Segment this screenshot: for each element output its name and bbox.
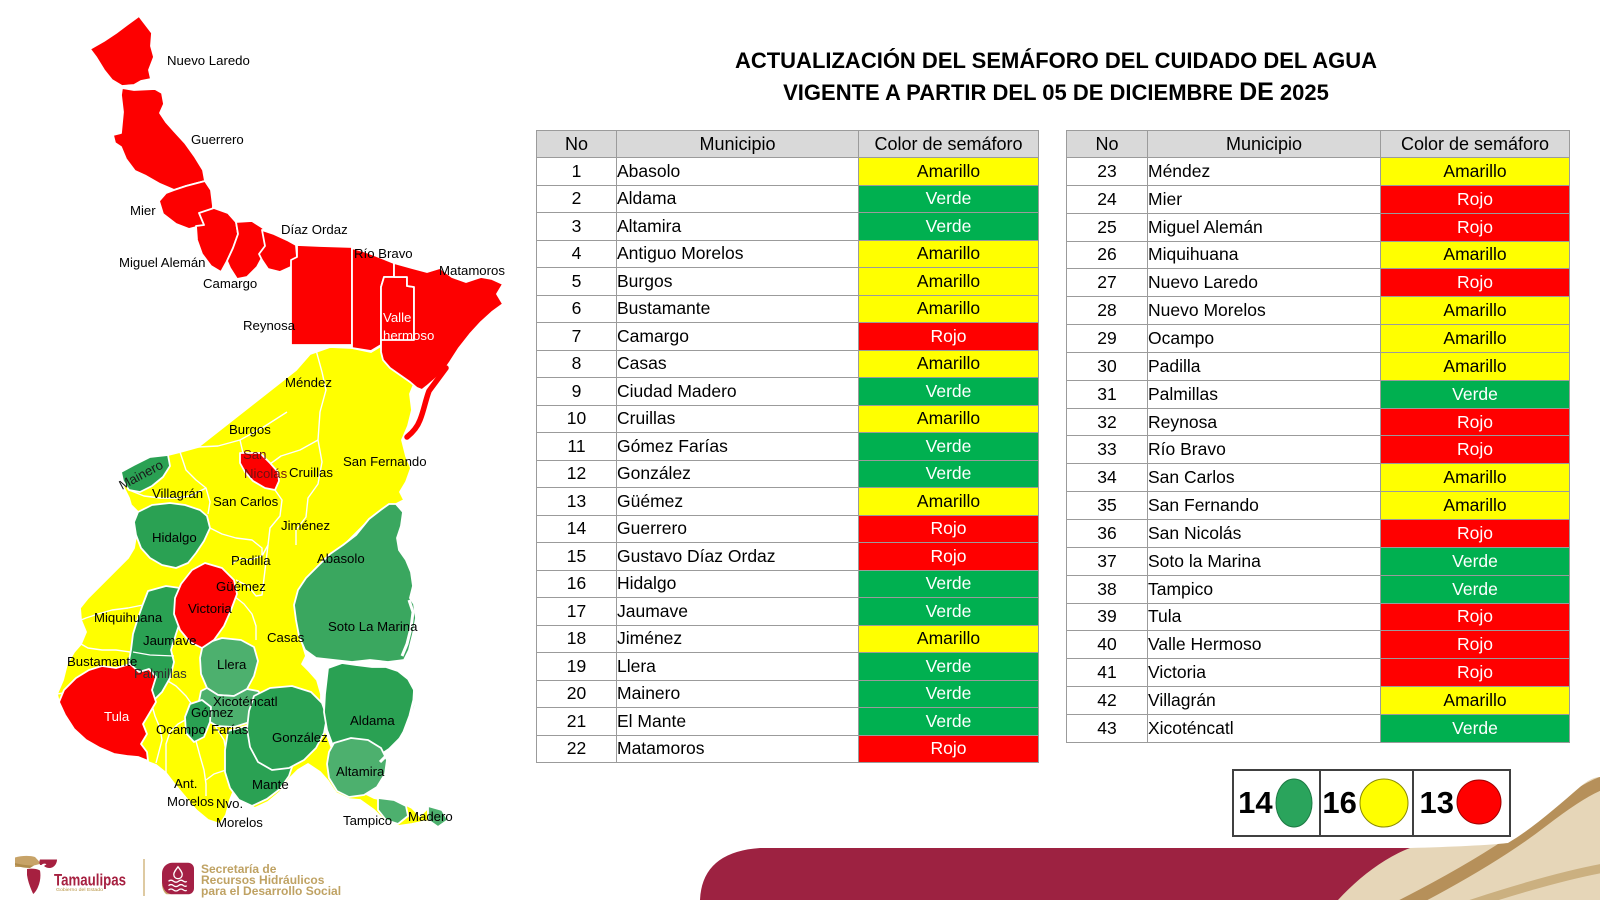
svg-text:Bustamante: Bustamante: [67, 654, 137, 669]
svg-text:Nicolás: Nicolás: [244, 466, 288, 481]
svg-text:Tamaulipas: Tamaulipas: [54, 871, 126, 890]
svg-text:Reynosa: Reynosa: [243, 318, 296, 333]
svg-text:Río Bravo: Río Bravo: [354, 246, 413, 261]
svg-text:Burgos: Burgos: [229, 422, 271, 437]
svg-text:Hidalgo: Hidalgo: [152, 530, 197, 545]
svg-text:Tula: Tula: [104, 709, 130, 724]
svg-text:Ant.: Ant.: [174, 776, 197, 791]
svg-text:Nvo.: Nvo.: [216, 796, 243, 811]
svg-text:Güémez: Güémez: [216, 579, 266, 594]
svg-text:Palmillas: Palmillas: [134, 666, 187, 681]
svg-text:Jiménez: Jiménez: [281, 518, 330, 533]
svg-text:Victoria: Victoria: [188, 601, 232, 616]
svg-text:Miguel Alemán: Miguel Alemán: [119, 255, 206, 270]
svg-text:Guerrero: Guerrero: [191, 132, 244, 147]
svg-text:Miquihuana: Miquihuana: [94, 610, 163, 625]
svg-text:Casas: Casas: [267, 630, 305, 645]
svg-text:hermoso: hermoso: [383, 328, 434, 343]
svg-text:San: San: [243, 447, 266, 462]
svg-text:Nuevo Laredo: Nuevo Laredo: [167, 53, 250, 68]
svg-text:Villagrán: Villagrán: [152, 486, 203, 501]
svg-text:Padilla: Padilla: [231, 553, 271, 568]
svg-text:Ocampo: Ocampo: [156, 722, 206, 737]
svg-text:Méndez: Méndez: [285, 375, 332, 390]
svg-text:San Fernando: San Fernando: [343, 454, 427, 469]
svg-text:Camargo: Camargo: [203, 276, 257, 291]
svg-text:Altamira: Altamira: [336, 764, 385, 779]
svg-text:Mante: Mante: [252, 777, 289, 792]
svg-text:Mier: Mier: [130, 203, 156, 218]
svg-text:Llera: Llera: [217, 657, 247, 672]
svg-text:Madero: Madero: [408, 809, 453, 824]
svg-text:Gómez: Gómez: [191, 705, 234, 720]
svg-text:Tampico: Tampico: [343, 813, 392, 828]
svg-text:Morelos: Morelos: [167, 794, 214, 809]
svg-text:Matamoros: Matamoros: [439, 263, 505, 278]
svg-text:Xicoténcatl: Xicoténcatl: [213, 694, 278, 709]
svg-text:Cruillas: Cruillas: [289, 465, 333, 480]
svg-text:González: González: [272, 730, 328, 745]
svg-text:San Carlos: San Carlos: [213, 494, 279, 509]
svg-text:Gobierno del Estado: Gobierno del Estado: [56, 887, 104, 892]
svg-text:Díaz Ordaz: Díaz Ordaz: [281, 222, 348, 237]
svg-text:Morelos: Morelos: [216, 815, 263, 830]
svg-text:para el Desarrollo Social: para el Desarrollo Social: [201, 884, 341, 898]
svg-text:Valle: Valle: [383, 310, 411, 325]
svg-text:Recursos Hidráulicos: Recursos Hidráulicos: [201, 873, 325, 887]
svg-text:Aldama: Aldama: [350, 713, 395, 728]
svg-text:Jaumave: Jaumave: [143, 633, 197, 648]
svg-text:Abasolo: Abasolo: [317, 551, 365, 566]
svg-text:Farías: Farías: [211, 722, 249, 737]
svg-text:Soto La Marina: Soto La Marina: [328, 619, 418, 634]
svg-text:Secretaría de: Secretaría de: [201, 862, 277, 876]
